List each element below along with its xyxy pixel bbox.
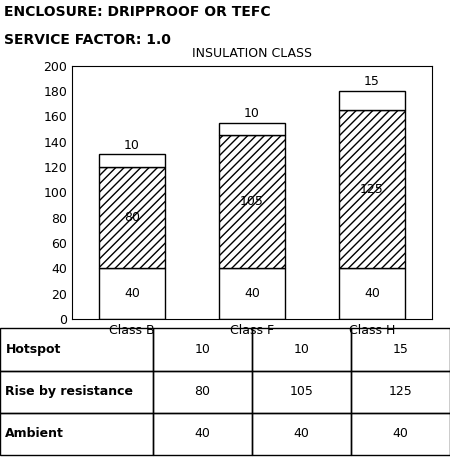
Text: ENCLOSURE: DRIPPROOF OR TEFC: ENCLOSURE: DRIPPROOF OR TEFC	[4, 5, 271, 19]
Bar	[219, 122, 285, 135]
Bar	[351, 328, 450, 371]
Text: 15: 15	[392, 343, 409, 356]
Text: 80: 80	[194, 385, 211, 398]
Text: 105: 105	[289, 385, 314, 398]
Bar	[0, 413, 153, 455]
Bar	[252, 371, 351, 413]
Bar	[0, 328, 153, 371]
Bar	[99, 154, 165, 167]
Title: INSULATION CLASS: INSULATION CLASS	[192, 47, 312, 61]
Text: 10: 10	[244, 107, 260, 120]
Text: 40: 40	[244, 287, 260, 300]
Text: 80: 80	[124, 211, 140, 224]
Text: Hotspot: Hotspot	[5, 343, 61, 356]
Text: 105: 105	[240, 195, 264, 208]
Bar	[339, 91, 405, 110]
Bar	[153, 371, 252, 413]
Text: 10: 10	[124, 139, 140, 152]
Bar	[99, 268, 165, 319]
Text: 10: 10	[293, 343, 310, 356]
Text: 125: 125	[389, 385, 412, 398]
Text: 40: 40	[293, 427, 310, 440]
Text: 10: 10	[194, 343, 211, 356]
Bar	[153, 413, 252, 455]
Text: 40: 40	[364, 287, 380, 300]
Bar	[339, 268, 405, 319]
Bar	[219, 268, 285, 319]
Bar	[0, 371, 153, 413]
Bar	[99, 167, 165, 268]
Text: Ambient: Ambient	[5, 427, 64, 440]
Text: 40: 40	[194, 427, 211, 440]
Bar	[252, 328, 351, 371]
Text: 40: 40	[392, 427, 409, 440]
Bar	[351, 371, 450, 413]
Text: Rise by resistance: Rise by resistance	[5, 385, 133, 398]
Bar	[351, 413, 450, 455]
Bar	[252, 413, 351, 455]
Bar	[153, 328, 252, 371]
Bar	[339, 110, 405, 268]
Text: 40: 40	[124, 287, 140, 300]
Text: 15: 15	[364, 76, 380, 89]
Text: 125: 125	[360, 182, 384, 196]
Text: SERVICE FACTOR: 1.0: SERVICE FACTOR: 1.0	[4, 33, 171, 47]
Bar	[219, 135, 285, 268]
